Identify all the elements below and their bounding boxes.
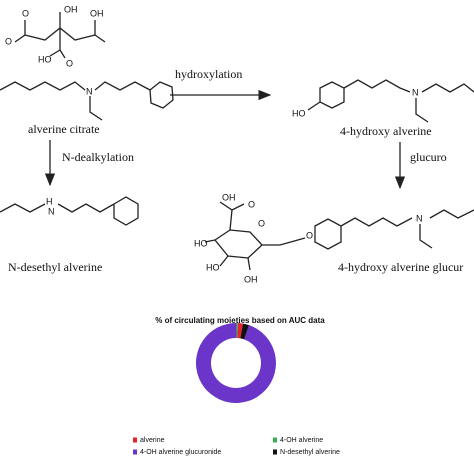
atom: HO: [292, 108, 306, 118]
legend-swatch: [273, 437, 277, 443]
chart-title: % of circulating moieties based on AUC d…: [155, 316, 325, 325]
slice: [237, 323, 243, 339]
slice: [240, 323, 250, 340]
atom: OH: [222, 192, 236, 202]
atom: OH: [64, 4, 78, 14]
atom: HO: [38, 54, 52, 64]
atom: N: [86, 86, 93, 96]
legend-label: 4-OH alverine: [280, 437, 323, 444]
atom: O: [22, 8, 29, 18]
atom: N: [412, 87, 419, 97]
legend-swatch: [133, 437, 137, 443]
slice: [236, 323, 238, 339]
atom: O: [248, 199, 255, 209]
atom-labels: OH O O OH HO O N HO N H N O HO HO OH OH …: [5, 4, 423, 284]
legend-label: N-desethyl alverine: [280, 449, 340, 456]
atom: OH: [90, 8, 104, 18]
arrows: [44, 89, 406, 190]
atom: O: [258, 218, 265, 228]
legend-label: alverine: [140, 437, 165, 444]
legend-label: 4-OH alverine glucuronide: [140, 449, 221, 456]
reaction-label: glucuro: [410, 150, 447, 164]
legend-swatch: [273, 449, 277, 455]
atom: H: [46, 196, 53, 206]
atom: O: [66, 58, 73, 68]
slice: [196, 323, 277, 403]
reaction-label: N-dealkylation: [62, 150, 134, 164]
compound-label: N-desethyl alverine: [8, 260, 102, 274]
reaction-label: hydroxylation: [175, 67, 242, 81]
structures: [0, 12, 474, 271]
atom: O: [306, 230, 313, 240]
compound-label: 4-hydroxy alverine glucur: [338, 260, 463, 274]
compound-label: 4-hydroxy alverine: [340, 124, 432, 138]
atom: N: [48, 206, 55, 216]
atom: HO: [206, 262, 220, 272]
donut-chart: alverine 4-OH alverine 4-OH alverine glucu…: [133, 323, 340, 456]
compound-label: alverine citrate: [28, 122, 100, 136]
atom: O: [5, 36, 12, 46]
atom: OH: [244, 274, 258, 284]
legend-swatch: [133, 449, 137, 455]
atom: HO: [194, 238, 208, 248]
atom: N: [416, 213, 423, 223]
